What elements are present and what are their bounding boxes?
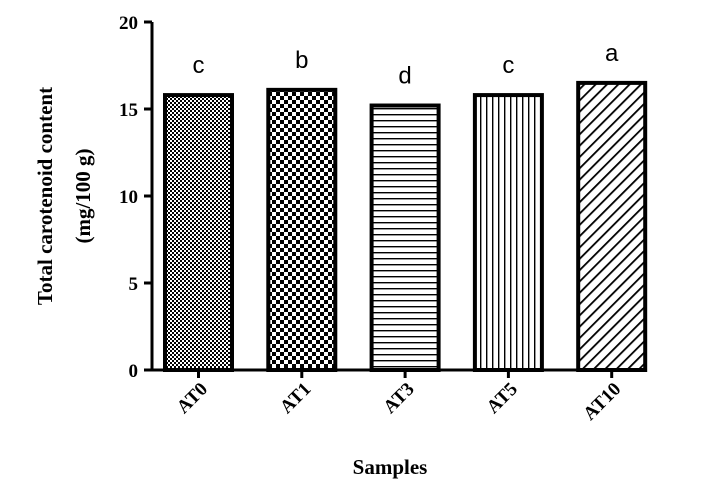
y-axis-title: Total carotenoid content (mg/100 g) (33, 87, 95, 305)
x-tick-label-at10: AT10 (579, 379, 625, 425)
x-axis-title: Samples (353, 455, 428, 479)
y-tick-label: 0 (129, 361, 139, 382)
y-axis-title-line-2: (mg/100 g) (71, 148, 95, 243)
x-ticks: AT0 AT1 AT3 AT5 AT10 (173, 370, 625, 425)
y-ticks: 0 5 10 15 20 (119, 13, 152, 382)
significance-letter-at0: c (193, 52, 205, 79)
y-tick-label: 10 (119, 187, 138, 208)
significance-letter-at3: d (398, 63, 411, 90)
bars (163, 80, 648, 373)
bar-at0 (163, 93, 234, 373)
significance-letter-at10: a (605, 40, 619, 67)
x-tick-label-at3: AT3 (379, 379, 418, 418)
significance-letters: c bd c a (193, 40, 620, 90)
x-tick-label-at5: AT5 (483, 379, 522, 418)
bar-at10 (576, 80, 648, 373)
bar-at1 (266, 87, 338, 373)
bar-at5 (472, 93, 544, 373)
significance-letter-at5: c (502, 52, 514, 79)
bar-at3 (369, 103, 441, 373)
y-tick-label: 15 (119, 100, 138, 121)
y-axis-title-line-1: Total carotenoid content (33, 87, 57, 305)
y-tick-label: 20 (119, 13, 138, 34)
y-tick-label: 5 (129, 274, 139, 295)
significance-letter-at1: b (295, 47, 308, 74)
x-tick-label-at1: AT1 (276, 379, 315, 418)
x-tick-label-at0: AT0 (173, 379, 212, 418)
